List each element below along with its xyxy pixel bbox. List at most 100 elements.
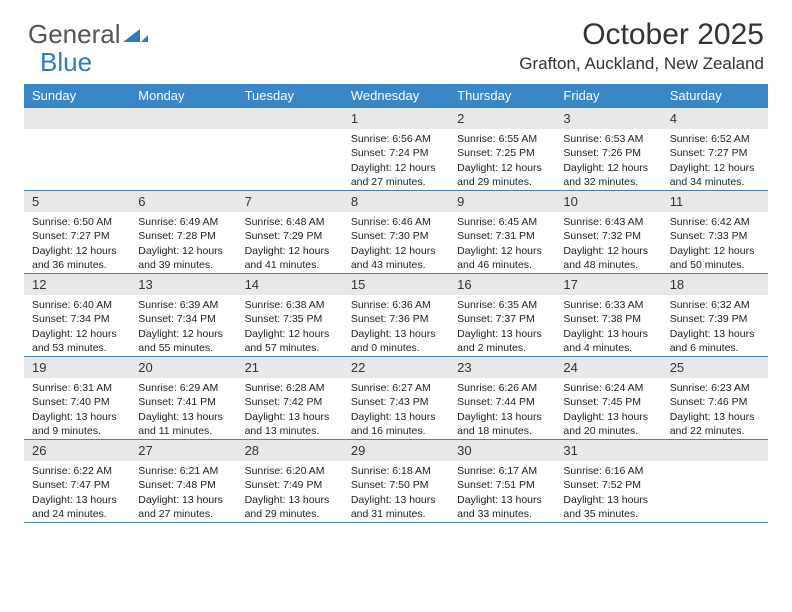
day-number: 5: [24, 191, 130, 212]
day-number: 14: [237, 274, 343, 295]
sunset-line: Sunset: 7:41 PM: [138, 396, 216, 408]
sunrise-line: Sunrise: 6:56 AM: [351, 133, 431, 145]
day-cell: Sunrise: 6:22 AMSunset: 7:47 PMDaylight:…: [24, 461, 130, 522]
day-cell: [24, 129, 130, 190]
day-cell: Sunrise: 6:49 AMSunset: 7:28 PMDaylight:…: [130, 212, 236, 273]
day-number-row: 12131415161718: [24, 274, 768, 295]
sunset-line: Sunset: 7:45 PM: [563, 396, 641, 408]
sunrise-line: Sunrise: 6:20 AM: [245, 465, 325, 477]
daylight-line: Daylight: 12 hours and 39 minutes.: [138, 245, 223, 271]
sunset-line: Sunset: 7:31 PM: [457, 230, 535, 242]
sunrise-line: Sunrise: 6:42 AM: [670, 216, 750, 228]
day-number: [130, 108, 236, 129]
sunrise-line: Sunrise: 6:39 AM: [138, 299, 218, 311]
day-header-tuesday: Tuesday: [237, 84, 343, 108]
daylight-line: Daylight: 12 hours and 48 minutes.: [563, 245, 648, 271]
sunrise-line: Sunrise: 6:38 AM: [245, 299, 325, 311]
day-header-sunday: Sunday: [24, 84, 130, 108]
sunset-line: Sunset: 7:35 PM: [245, 313, 323, 325]
daylight-line: Daylight: 13 hours and 27 minutes.: [138, 494, 223, 520]
day-header-wednesday: Wednesday: [343, 84, 449, 108]
day-cell: Sunrise: 6:21 AMSunset: 7:48 PMDaylight:…: [130, 461, 236, 522]
day-cell: Sunrise: 6:38 AMSunset: 7:35 PMDaylight:…: [237, 295, 343, 356]
sunset-line: Sunset: 7:44 PM: [457, 396, 535, 408]
month-title: October 2025: [519, 18, 764, 52]
day-number: 1: [343, 108, 449, 129]
daylight-line: Daylight: 13 hours and 29 minutes.: [245, 494, 330, 520]
day-cell: Sunrise: 6:45 AMSunset: 7:31 PMDaylight:…: [449, 212, 555, 273]
week-row: 262728293031Sunrise: 6:22 AMSunset: 7:47…: [24, 440, 768, 523]
sunset-line: Sunset: 7:26 PM: [563, 147, 641, 159]
day-number: 27: [130, 440, 236, 461]
sunset-line: Sunset: 7:47 PM: [32, 479, 110, 491]
day-header-thursday: Thursday: [449, 84, 555, 108]
daylight-line: Daylight: 12 hours and 53 minutes.: [32, 328, 117, 354]
daylight-line: Daylight: 12 hours and 27 minutes.: [351, 162, 436, 188]
daylight-line: Daylight: 12 hours and 50 minutes.: [670, 245, 755, 271]
day-number: 22: [343, 357, 449, 378]
day-number: 20: [130, 357, 236, 378]
header: General October 2025 Grafton, Auckland, …: [0, 0, 792, 78]
sunrise-line: Sunrise: 6:21 AM: [138, 465, 218, 477]
day-number: 10: [555, 191, 661, 212]
sunset-line: Sunset: 7:49 PM: [245, 479, 323, 491]
daylight-line: Daylight: 13 hours and 0 minutes.: [351, 328, 436, 354]
day-number: 11: [662, 191, 768, 212]
daylight-line: Daylight: 13 hours and 11 minutes.: [138, 411, 223, 437]
day-cell: Sunrise: 6:48 AMSunset: 7:29 PMDaylight:…: [237, 212, 343, 273]
sunrise-line: Sunrise: 6:33 AM: [563, 299, 643, 311]
sunset-line: Sunset: 7:39 PM: [670, 313, 748, 325]
day-cell: Sunrise: 6:40 AMSunset: 7:34 PMDaylight:…: [24, 295, 130, 356]
sunrise-line: Sunrise: 6:18 AM: [351, 465, 431, 477]
day-cell: Sunrise: 6:33 AMSunset: 7:38 PMDaylight:…: [555, 295, 661, 356]
sunset-line: Sunset: 7:27 PM: [32, 230, 110, 242]
day-cell: Sunrise: 6:55 AMSunset: 7:25 PMDaylight:…: [449, 129, 555, 190]
day-number: [662, 440, 768, 461]
details-row: Sunrise: 6:50 AMSunset: 7:27 PMDaylight:…: [24, 212, 768, 273]
day-number: [237, 108, 343, 129]
day-number: 17: [555, 274, 661, 295]
day-number: 8: [343, 191, 449, 212]
daylight-line: Daylight: 12 hours and 32 minutes.: [563, 162, 648, 188]
sunrise-line: Sunrise: 6:26 AM: [457, 382, 537, 394]
sunset-line: Sunset: 7:24 PM: [351, 147, 429, 159]
sunset-line: Sunset: 7:32 PM: [563, 230, 641, 242]
sunrise-line: Sunrise: 6:16 AM: [563, 465, 643, 477]
logo-text-blue: Blue: [40, 47, 92, 78]
daylight-line: Daylight: 13 hours and 16 minutes.: [351, 411, 436, 437]
day-number: 21: [237, 357, 343, 378]
daylight-line: Daylight: 12 hours and 43 minutes.: [351, 245, 436, 271]
day-number: 30: [449, 440, 555, 461]
day-number: 2: [449, 108, 555, 129]
sunrise-line: Sunrise: 6:28 AM: [245, 382, 325, 394]
day-number: 7: [237, 191, 343, 212]
sunset-line: Sunset: 7:50 PM: [351, 479, 429, 491]
sunset-line: Sunset: 7:36 PM: [351, 313, 429, 325]
daylight-line: Daylight: 13 hours and 24 minutes.: [32, 494, 117, 520]
day-cell: Sunrise: 6:36 AMSunset: 7:36 PMDaylight:…: [343, 295, 449, 356]
sunset-line: Sunset: 7:29 PM: [245, 230, 323, 242]
day-number: 25: [662, 357, 768, 378]
day-number: 13: [130, 274, 236, 295]
day-cell: Sunrise: 6:32 AMSunset: 7:39 PMDaylight:…: [662, 295, 768, 356]
day-header-row: SundayMondayTuesdayWednesdayThursdayFrid…: [24, 84, 768, 108]
sunset-line: Sunset: 7:30 PM: [351, 230, 429, 242]
sunrise-line: Sunrise: 6:27 AM: [351, 382, 431, 394]
sunrise-line: Sunrise: 6:45 AM: [457, 216, 537, 228]
daylight-line: Daylight: 13 hours and 9 minutes.: [32, 411, 117, 437]
day-cell: Sunrise: 6:23 AMSunset: 7:46 PMDaylight:…: [662, 378, 768, 439]
sunset-line: Sunset: 7:46 PM: [670, 396, 748, 408]
day-number: 18: [662, 274, 768, 295]
day-cell: Sunrise: 6:28 AMSunset: 7:42 PMDaylight:…: [237, 378, 343, 439]
week-row: 1234Sunrise: 6:56 AMSunset: 7:24 PMDayli…: [24, 108, 768, 191]
sunrise-line: Sunrise: 6:55 AM: [457, 133, 537, 145]
daylight-line: Daylight: 13 hours and 31 minutes.: [351, 494, 436, 520]
sunrise-line: Sunrise: 6:35 AM: [457, 299, 537, 311]
day-number-row: 567891011: [24, 191, 768, 212]
daylight-line: Daylight: 12 hours and 41 minutes.: [245, 245, 330, 271]
sunset-line: Sunset: 7:43 PM: [351, 396, 429, 408]
day-number: 24: [555, 357, 661, 378]
day-number: 28: [237, 440, 343, 461]
sunrise-line: Sunrise: 6:49 AM: [138, 216, 218, 228]
day-cell: Sunrise: 6:56 AM Sunset: 7:24 PM Daylight:…: [343, 129, 449, 190]
